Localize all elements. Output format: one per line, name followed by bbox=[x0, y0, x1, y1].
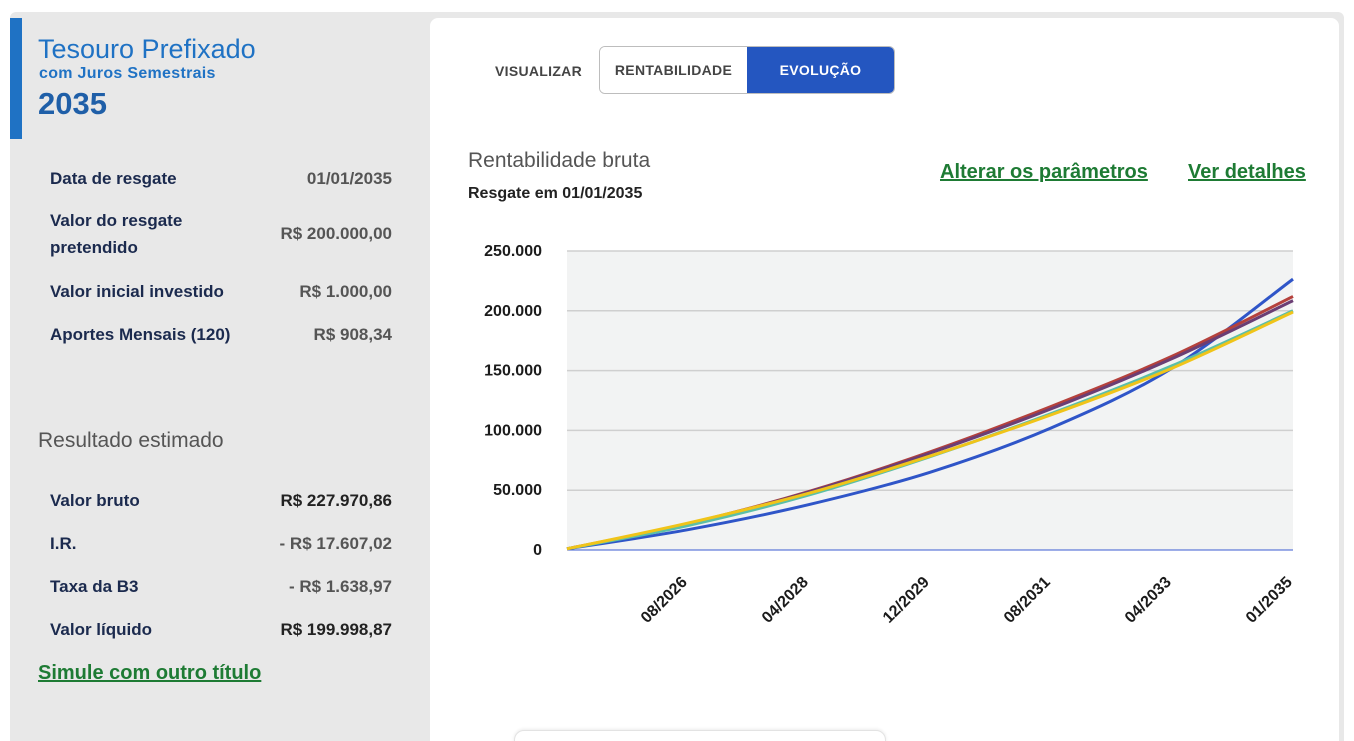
param-label: Data de resgate bbox=[50, 169, 177, 188]
param-value: R$ 200.000,00 bbox=[280, 224, 392, 243]
result-value: - R$ 17.607,02 bbox=[279, 533, 392, 553]
y-tick-label: 150.000 bbox=[484, 363, 542, 380]
result-value: R$ 199.998,87 bbox=[280, 619, 392, 639]
legend-card bbox=[514, 730, 886, 741]
tab-rentabilidade[interactable]: RENTABILIDADE bbox=[600, 47, 747, 93]
x-tick-label: 04/2033 bbox=[1122, 574, 1175, 627]
x-tick-label: 04/2028 bbox=[759, 574, 812, 627]
result-title: Resultado estimado bbox=[38, 429, 224, 452]
result-row: Taxa da B3 - R$ 1.638,97 bbox=[50, 573, 392, 600]
evolution-chart: 250.000 200.000 150.000 100.000 50.000 0 08/20… bbox=[484, 243, 1296, 627]
simulate-other-link[interactable]: Simule com outro título bbox=[38, 662, 262, 684]
param-row: Valor inicial investido R$ 1.000,00 bbox=[50, 278, 392, 305]
product-subtitle: com Juros Semestrais bbox=[39, 65, 216, 82]
see-details-link[interactable]: Ver detalhes bbox=[1188, 161, 1306, 183]
y-tick-label: 100.000 bbox=[484, 422, 542, 439]
param-value: R$ 1.000,00 bbox=[299, 281, 392, 301]
result-label: Valor líquido bbox=[50, 620, 153, 639]
result-value: - R$ 1.638,97 bbox=[288, 576, 392, 596]
result-row: Valor bruto R$ 227.970,86 bbox=[50, 487, 392, 514]
result-row: Valor líquido R$ 199.998,87 bbox=[50, 616, 392, 643]
param-label: Valor inicial investido bbox=[50, 282, 224, 301]
param-label: Aportes Mensais (120) bbox=[50, 325, 231, 344]
plot-area bbox=[567, 251, 1293, 550]
param-value: 01/01/2035 bbox=[306, 168, 392, 188]
result-label: Taxa da B3 bbox=[50, 577, 139, 596]
result-label: Valor bruto bbox=[50, 491, 140, 510]
result-label: I.R. bbox=[50, 534, 77, 553]
x-tick-label: 12/2029 bbox=[880, 574, 933, 627]
param-row: Aportes Mensais (120) R$ 908,34 bbox=[50, 321, 392, 348]
y-tick-label: 50.000 bbox=[493, 482, 542, 499]
x-tick-label: 01/2035 bbox=[1243, 574, 1296, 627]
result-row: I.R. - R$ 17.607,02 bbox=[50, 530, 392, 557]
series-line bbox=[566, 310, 1294, 551]
change-parameters-link[interactable]: Alterar os parâmetros bbox=[940, 161, 1148, 183]
view-label: VISUALIZAR bbox=[495, 63, 582, 79]
title-accent-bar bbox=[10, 18, 22, 139]
x-tick-label: 08/2026 bbox=[638, 574, 691, 627]
summary-panel: Tesouro Prefixado com Juros Semestrais 2… bbox=[10, 12, 430, 741]
product-year: 2035 bbox=[38, 86, 107, 121]
result-value: R$ 227.970,86 bbox=[280, 490, 392, 510]
tab-evolucao[interactable]: EVOLUÇÃO bbox=[747, 47, 894, 93]
x-tick-label: 08/2031 bbox=[1001, 574, 1054, 627]
product-name: Tesouro Prefixado bbox=[38, 34, 256, 64]
param-row: Data de resgate 01/01/2035 bbox=[50, 165, 392, 192]
param-row: Valor do resgate pretendido R$ 200.000,0… bbox=[50, 207, 392, 261]
param-label: Valor do resgate pretendido bbox=[50, 211, 183, 257]
y-tick-label: 250.000 bbox=[484, 243, 542, 260]
chart-title: Rentabilidade bruta bbox=[468, 149, 651, 172]
y-tick-label: 0 bbox=[533, 542, 542, 559]
y-tick-label: 200.000 bbox=[484, 303, 542, 320]
chart-subtitle: Resgate em 01/01/2035 bbox=[468, 185, 643, 202]
chart-panel: VISUALIZAR RENTABILIDADE EVOLUÇÃO Rentab… bbox=[430, 18, 1339, 741]
view-tabs: RENTABILIDADE EVOLUÇÃO bbox=[599, 46, 895, 94]
param-value: R$ 908,34 bbox=[313, 324, 392, 344]
